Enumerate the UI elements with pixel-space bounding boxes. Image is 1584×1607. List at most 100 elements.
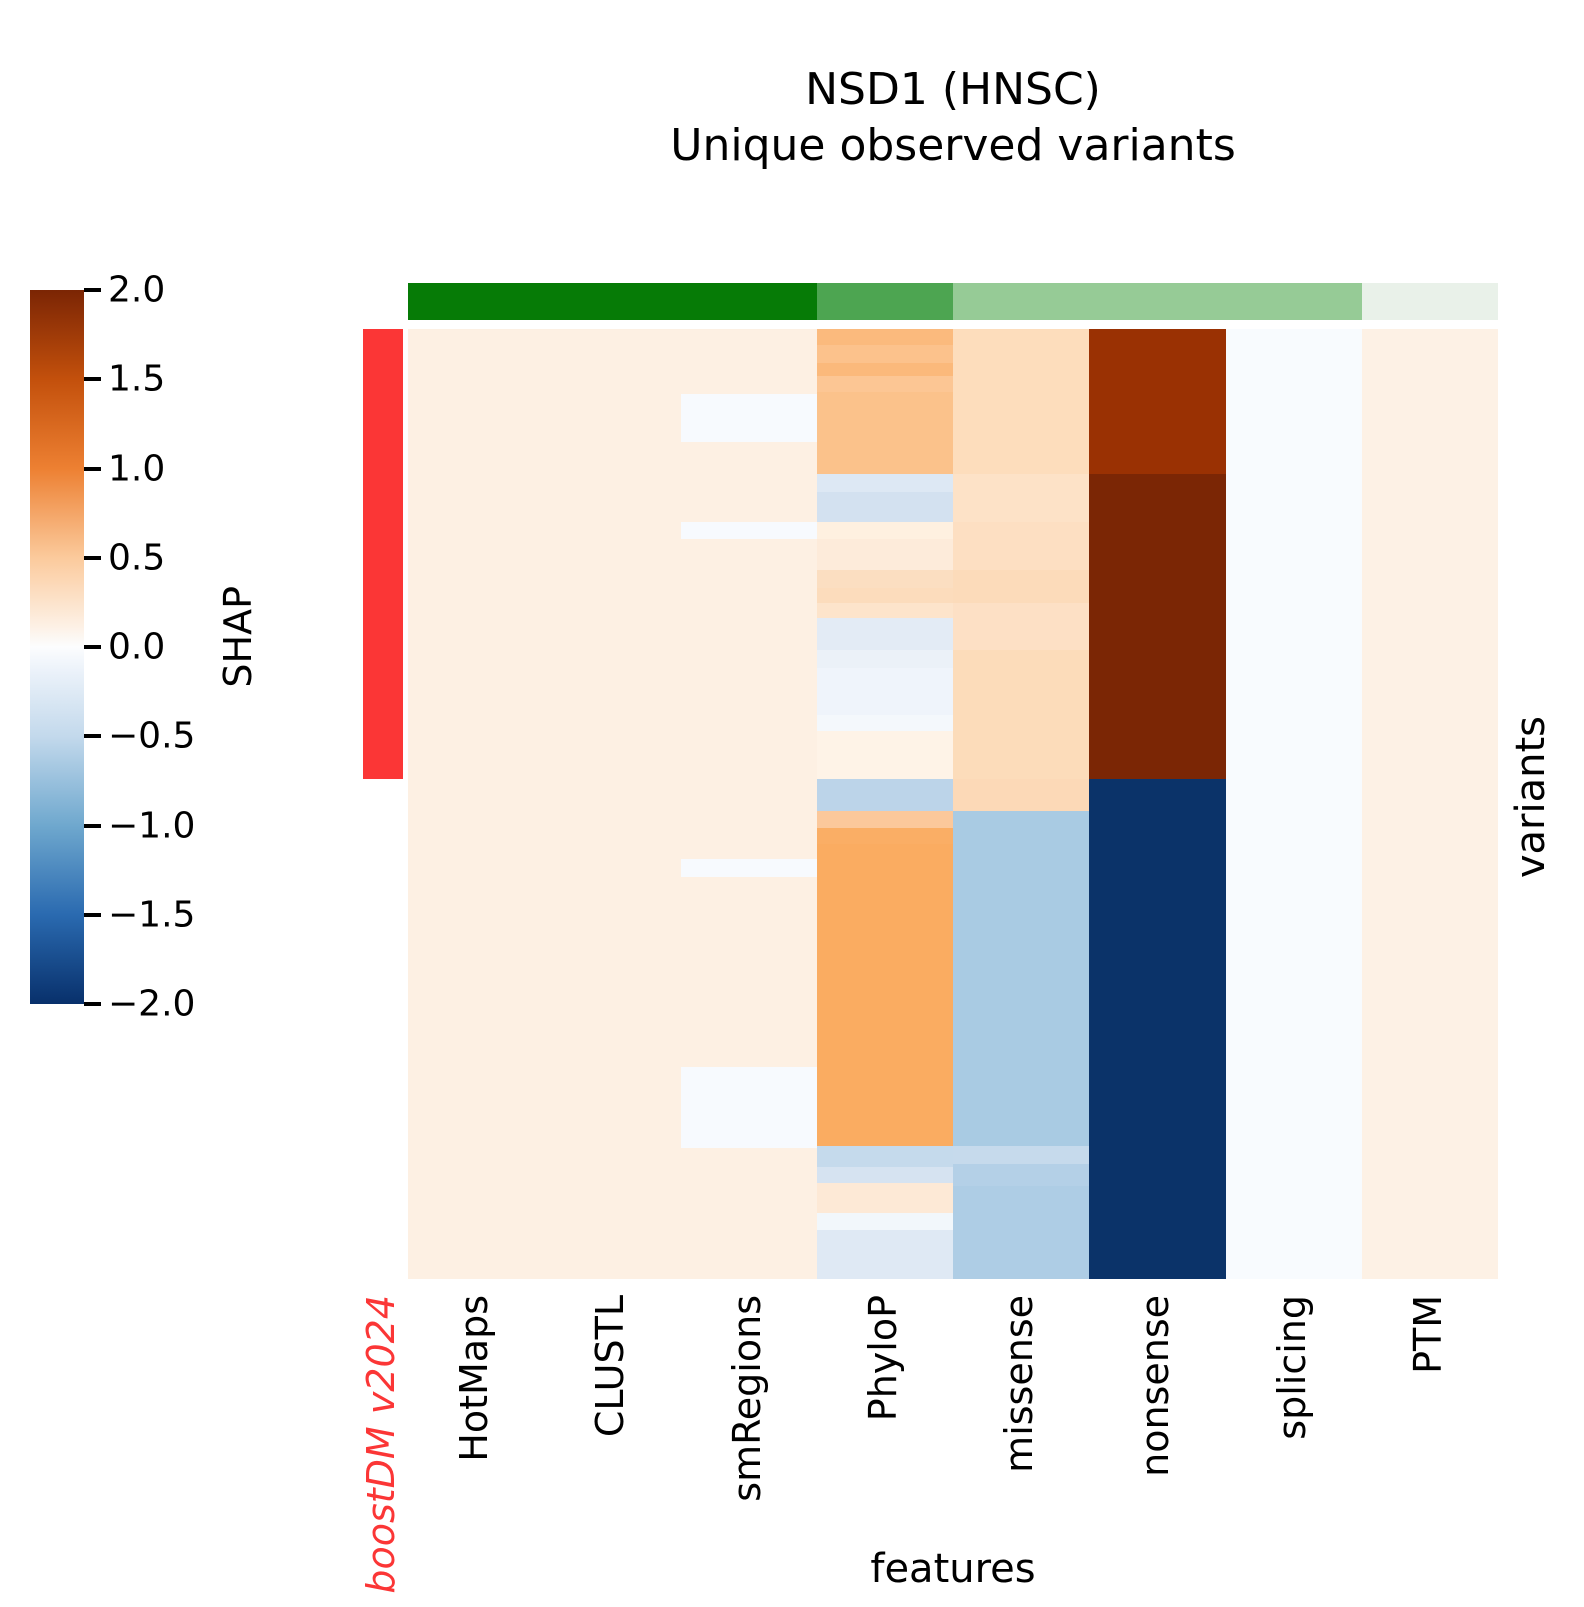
heatmap-cell-band [1089,473,1226,779]
heatmap-cell-band [816,1229,953,1279]
heatmap-cell-band [816,602,953,618]
heatmap-cell-band [408,329,545,1279]
heatmap-cell-band [816,1182,953,1213]
colorbar-tick-label: 1.0 [108,448,166,489]
x-tick-label-missense: missense [997,1295,1042,1473]
plot-title-line2: Unique observed variants [670,120,1236,172]
heatmap-cell-band [680,858,817,877]
heatmap-column-nonsense [1089,329,1226,1279]
heatmap-column-CLUSTL [544,329,681,1279]
colorbar-axis-label: SHAP [216,586,260,688]
heatmap-cell-band [680,329,817,394]
heatmap-column-PTM [1361,329,1498,1279]
heatmap-cell-band [544,329,681,1279]
heatmap-cell-band [816,667,953,715]
colorbar-tick-label: −1.0 [108,805,196,846]
heatmap-cell-band [1361,329,1498,1279]
heatmap-cell-band [680,521,817,539]
colorbar-tick-mark [84,466,101,471]
heatmap-cell-band [816,827,953,844]
y-axis-title: variants [1508,716,1554,879]
heatmap-cell-band [816,617,953,650]
heatmap-cell-band [953,810,1090,1146]
heatmap-cell-band [1225,329,1362,1279]
heatmap-column-missense [953,329,1090,1279]
heatmap-cell-band [816,730,953,779]
heatmap-cell-band [816,329,953,345]
colorbar-tick-mark [84,645,101,649]
x-tick-label-boostdm: boostDM v2024 [359,1295,403,1594]
heatmap-cell-band [953,329,1090,474]
heatmap-cell-band [680,1066,817,1148]
colorbar-tick-mark [84,288,101,292]
x-tick-label-HotMaps: HotMaps [452,1295,497,1462]
heatmap-cell-band [680,393,817,442]
x-tick-label-PTM: PTM [1405,1295,1450,1374]
feature-group-bar-segment [408,283,817,320]
heatmap-cell-band [816,344,953,363]
colorbar-tick-label: −2.0 [108,983,196,1025]
heatmap-cell-band [953,569,1090,603]
heatmap-cell-band [816,649,953,668]
colorbar-tick-label: −1.5 [108,894,196,936]
heatmap-cell-band [953,778,1090,811]
heatmap-cell-band [816,1166,953,1183]
colorbar-tick-mark [84,823,101,828]
heatmap-cell-band [1089,329,1226,474]
feature-group-bar [408,283,1498,320]
x-tick-label-PhyloP: PhyloP [860,1295,905,1422]
boostdm-prediction-bar [363,329,403,779]
heatmap-cell-band [680,538,817,859]
x-tick-label-splicing: splicing [1269,1295,1314,1440]
colorbar-tick-label: −0.5 [108,715,196,757]
heatmap-cell-band [953,473,1090,522]
heatmap-cell-band [816,538,953,570]
colorbar-gradient [30,290,84,1004]
colorbar-tick-mark [84,734,101,739]
colorbar-tick-label: 0.5 [108,537,166,579]
heatmap-cell-band [816,1145,953,1167]
feature-group-bar-segment [953,283,1362,320]
heatmap-column-smRegions [680,329,817,1279]
plot-title-line1: NSD1 (HNSC) [805,64,1101,115]
heatmap-cell-band [816,587,953,603]
x-tick-label-CLUSTL: CLUSTL [588,1295,633,1438]
heatmap-cell-band [1089,779,1226,1279]
heatmap-cell-band [816,1212,953,1230]
colorbar-tick-mark [84,555,101,560]
x-tick-label-smRegions: smRegions [724,1295,769,1502]
heatmap-cell-band [953,521,1090,570]
heatmap-cell-band [816,569,953,588]
x-tick-label-nonsense: nonsense [1133,1295,1178,1477]
heatmap-column-HotMaps [408,329,545,1279]
heatmap-column-PhyloP [816,329,953,1279]
heatmap-cell-band [953,1185,1090,1279]
colorbar-tick-label: 2.0 [108,269,166,311]
heatmap-cell-band [816,521,953,539]
heatmap-cell-band [816,391,953,474]
feature-group-bar-segment [816,283,953,320]
heatmap-cell-band [816,778,953,811]
heatmap-column-splicing [1225,329,1362,1279]
plot-title: NSD1 (HNSC) Unique observed variants [408,62,1498,175]
heatmap-cell-band [953,1163,1090,1186]
heatmap [408,329,1498,1279]
heatmap-cell-band [816,810,953,828]
heatmap-cell-band [816,375,953,392]
colorbar-tick-label: 0.0 [108,626,166,668]
heatmap-cell-band [816,491,953,522]
heatmap-cell-band [816,473,953,492]
heatmap-cell-band [953,602,1090,650]
heatmap-cell-band [953,649,1090,779]
heatmap-cell-band [816,843,953,1146]
feature-group-bar-segment [1361,283,1498,320]
heatmap-cell-band [953,1145,1090,1164]
heatmap-cell-band [680,441,817,522]
heatmap-cell-band [680,876,817,1067]
colorbar-tick-mark [84,377,101,382]
heatmap-cell-band [816,362,953,376]
colorbar-tick-label: 1.5 [108,358,166,400]
colorbar-tick-mark [84,912,101,917]
x-axis-title: features [870,1546,1036,1592]
